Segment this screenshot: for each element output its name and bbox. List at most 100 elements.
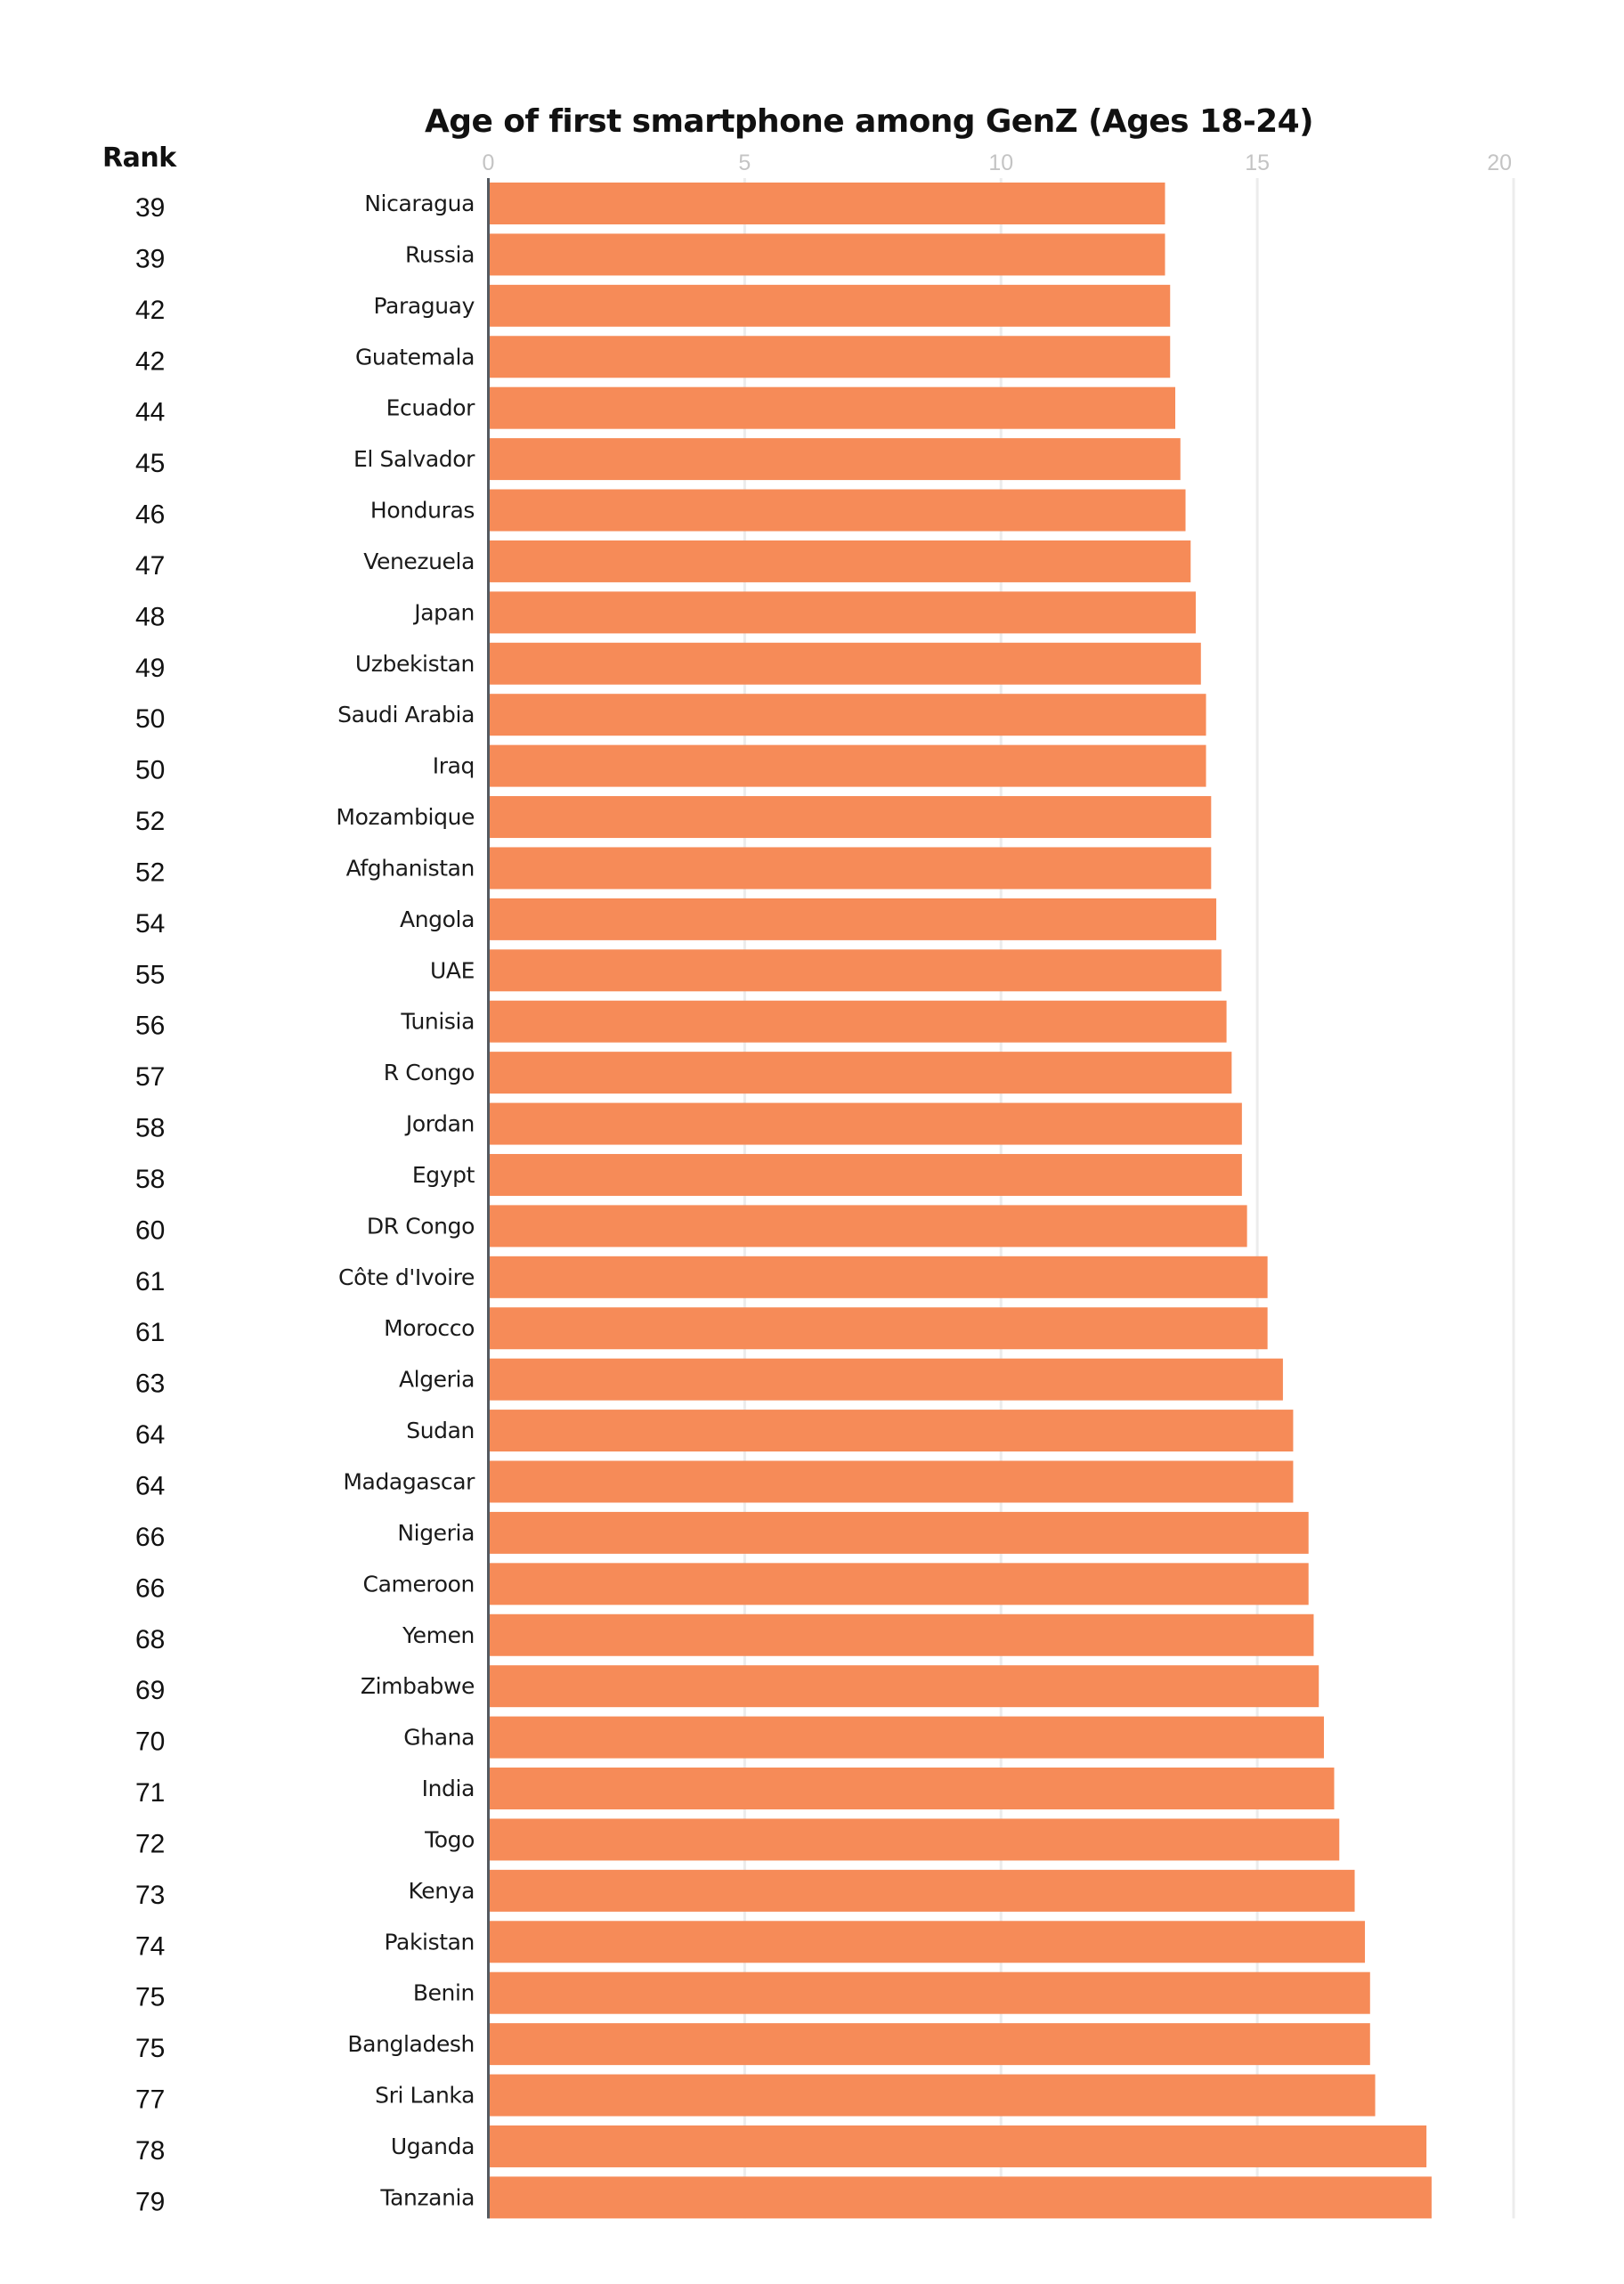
category-label: Algeria [399,1367,475,1393]
bar-tanzania [488,2176,1432,2219]
category-label: Afghanistan [346,855,475,881]
category-label: Pakistan [385,1929,475,1955]
bar-uzbekistan [488,642,1201,685]
x-tick-label: 20 [1487,150,1512,175]
bar-sudan [488,1410,1294,1452]
category-label: El Salvador [353,446,475,472]
bars [488,183,1432,2219]
bar-egypt [488,1153,1242,1196]
bar-tunisia [488,1000,1227,1043]
bar-nicaragua [488,183,1165,224]
rank-label: 52 [135,858,165,887]
bar-paraguay [488,284,1171,327]
rank-label: 49 [135,654,165,683]
category-label: Benin [413,1980,475,2006]
category-label: Madagascar [343,1469,475,1495]
category-label: R Congo [384,1060,475,1085]
rank-label: 66 [135,1573,165,1603]
rank-label: 58 [135,1114,165,1143]
bar-zimbabwe [488,1665,1320,1708]
rank-label: 39 [135,193,165,223]
category-label: Egypt [412,1162,475,1188]
category-label: Tanzania [379,2184,475,2210]
category-label: Honduras [370,498,475,524]
rank-label: 74 [135,1931,165,1961]
rank-label: 64 [135,1420,165,1450]
category-label: Morocco [384,1315,475,1341]
bar-honduras [488,489,1186,532]
bar-el-salvador [488,438,1181,481]
bar-benin [488,1971,1370,2014]
rank-label: 47 [135,551,165,581]
category-label: Mozambique [336,804,475,830]
category-label: UAE [430,957,475,983]
bar-c-te-d-ivoire [488,1256,1268,1298]
bar-kenya [488,1869,1355,1912]
bar-cameroon [488,1563,1309,1605]
bar-algeria [488,1358,1283,1401]
rank-label: 45 [135,449,165,478]
rank-label: 42 [135,346,165,376]
x-tick-label: 10 [988,150,1013,175]
category-label: Bangladesh [347,2031,475,2057]
rank-label: 60 [135,1215,165,1245]
rank-label: 69 [135,1676,165,1705]
category-labels: Nicaragua Russia Paraguay Guatemala Ecuador E… [336,191,475,2210]
bar-uae [488,949,1222,992]
bar-japan [488,591,1197,634]
category-label: Japan [412,599,475,625]
bar-guatemala [488,336,1171,378]
category-label: Zimbabwe [361,1673,475,1699]
bar-india [488,1768,1335,1810]
category-label: Nicaragua [364,191,475,216]
bar-uganda [488,2125,1427,2167]
gridlines [743,178,1515,2219]
rank-label: 61 [135,1318,165,1347]
rank-label: 52 [135,807,165,836]
category-label: Russia [405,241,475,267]
bar-madagascar [488,1460,1294,1503]
rank-column-header: Rank [102,142,177,174]
bar-ghana [488,1716,1324,1759]
bar-saudi-arabia [488,694,1206,736]
rank-label: 46 [135,500,165,530]
bar-togo [488,1818,1340,1861]
rank-label: 57 [135,1062,165,1092]
rank-label: 70 [135,1727,165,1757]
x-tick-label: 0 [483,150,495,175]
bar-dr-congo [488,1205,1247,1248]
rank-label: 71 [135,1778,165,1808]
category-label: Nigeria [397,1520,475,1546]
bar-ecuador [488,386,1176,429]
bar-nigeria [488,1511,1309,1554]
category-label: Saudi Arabia [337,702,475,727]
rank-label: 54 [135,909,165,939]
category-label: Uzbekistan [355,651,475,677]
x-axis-ticks: 0 5 10 15 20 [483,150,1512,175]
bar-jordan [488,1102,1242,1145]
category-label: Tunisia [400,1009,475,1035]
category-label: Ecuador [386,395,475,421]
rank-label: 39 [135,244,165,273]
rank-label: 68 [135,1625,165,1654]
category-label: Paraguay [374,293,475,319]
rank-label: 75 [135,1983,165,2012]
rank-label: 55 [135,960,165,989]
bar-r-congo [488,1052,1232,1094]
category-label: Sri Lanka [375,2083,475,2109]
rank-label: 73 [135,1881,165,1910]
category-label: Kenya [409,1878,475,1904]
rank-label: 61 [135,1267,165,1296]
bar-sri-lanka [488,2074,1376,2117]
category-label: Venezuela [363,549,475,574]
rank-label: 78 [135,2136,165,2166]
rank-label: 50 [135,704,165,734]
rank-label: 72 [135,1829,165,1858]
bar-bangladesh [488,2023,1370,2066]
bar-yemen [488,1613,1314,1656]
category-label: DR Congo [367,1213,475,1239]
category-label: Jordan [404,1111,475,1137]
category-label: Iraq [433,753,475,779]
rank-label: 42 [135,296,165,325]
